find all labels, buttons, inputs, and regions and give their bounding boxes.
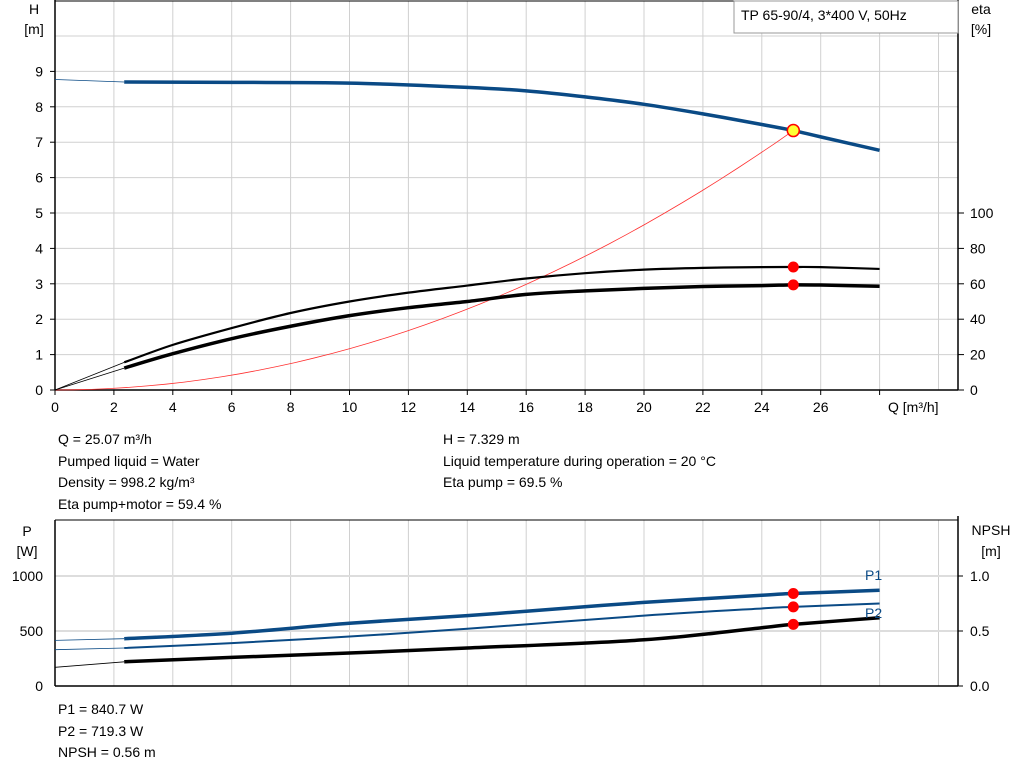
system-curve — [54, 130, 794, 391]
x-tick-label: 24 — [754, 399, 770, 415]
eta_pump_motor-extrapolated-line — [54, 367, 125, 391]
legend-box — [733, 0, 959, 34]
duty-point-p2 — [787, 601, 799, 613]
chart-title: TP 65-90/4, 3*400 V, 50Hz — [741, 7, 907, 23]
duty-point-h — [786, 123, 801, 138]
y-tick-label-right: 0 — [970, 382, 978, 398]
p2-series-label: P2 — [865, 605, 882, 621]
y-tick-label-right: 80 — [970, 240, 986, 256]
y-axis-unit-p: [W] — [17, 543, 38, 559]
x-tick-label: 4 — [169, 399, 177, 415]
H-extrapolated-line — [54, 79, 125, 83]
x-tick-label: 10 — [342, 399, 358, 415]
info-npsh: NPSH = 0.56 m — [58, 744, 156, 760]
p1-series-label: P1 — [865, 567, 882, 583]
x-axis-label: Q [m³/h] — [888, 399, 939, 415]
info-p2: P2 = 719.3 W — [58, 722, 144, 739]
x-tick-label: 0 — [51, 399, 59, 415]
y-tick-label-left: 500 — [20, 623, 44, 639]
y-tick-label-left: 2 — [35, 311, 43, 327]
y-tick-label-left: 8 — [35, 99, 43, 115]
y-axis-unit-npsh: [m] — [981, 543, 1000, 559]
y-tick-label-right: 60 — [970, 276, 986, 292]
duty-info-left: Q = 25.07 m³/h Pumped liquid = Water Den… — [58, 429, 221, 515]
y-tick-label-left: 1 — [35, 347, 43, 363]
y-tick-label-right: 20 — [970, 347, 986, 363]
x-tick-label: 12 — [401, 399, 417, 415]
x-tick-label: 20 — [636, 399, 652, 415]
P2-curve — [124, 602, 880, 650]
NPSH-curve — [124, 616, 880, 664]
info-temperature: Liquid temperature during operation = 20… — [443, 452, 716, 469]
eta_pump-curve — [123, 265, 880, 364]
y-axis-label-npsh: NPSH — [972, 522, 1011, 538]
x-tick-label: 6 — [228, 399, 236, 415]
y-tick-label-right: 1.0 — [970, 568, 990, 584]
duty-info-right: H = 7.329 m Liquid temperature during op… — [443, 429, 716, 494]
info-p1: P1 = 840.7 W — [58, 701, 144, 717]
info-eta-pump-motor: Eta pump+motor = 59.4 % — [58, 495, 222, 512]
eta_pump-extrapolated-line — [54, 362, 125, 391]
x-tick-label: 16 — [518, 399, 534, 415]
x-tick-label: 18 — [577, 399, 593, 415]
y-axis-label-p: P — [22, 523, 31, 539]
P1-curve — [124, 588, 880, 641]
duty-info-bottom: P1 = 840.7 W P2 = 719.3 W NPSH = 0.56 m — [58, 699, 156, 764]
y-tick-label-right: 0.0 — [970, 678, 990, 694]
x-tick-label: 8 — [287, 399, 295, 415]
duty-point-npsh — [787, 618, 799, 630]
duty-point-p1 — [787, 588, 799, 600]
y-tick-label-left: 5 — [35, 205, 43, 221]
info-density: Density = 998.2 kg/m³ — [58, 474, 195, 490]
P1-extrapolated-line — [54, 638, 125, 641]
info-eta-pump: Eta pump = 69.5 % — [443, 474, 563, 490]
y-tick-label-right: 0.5 — [970, 623, 990, 639]
y-axis-unit-eta: [%] — [971, 21, 991, 37]
duty-point-eta-pump — [787, 261, 799, 273]
info-h: H = 7.329 m — [443, 431, 520, 447]
y-axis-label-h: H — [29, 1, 39, 17]
x-tick-label: 22 — [695, 399, 711, 415]
H-curve — [124, 80, 880, 153]
info-q: Q = 25.07 m³/h — [58, 431, 152, 447]
y-tick-label-left: 6 — [35, 170, 43, 186]
y-tick-label-left: 1000 — [12, 568, 43, 584]
NPSH-extrapolated-line — [54, 661, 125, 668]
y-tick-label-left: 3 — [35, 276, 43, 292]
x-tick-label: 14 — [460, 399, 476, 415]
P2-extrapolated-line — [54, 647, 125, 651]
y-tick-label-left: 0 — [35, 678, 43, 694]
eta_pump_motor-curve — [123, 283, 880, 370]
y-tick-label-right: 40 — [970, 311, 986, 327]
y-axis-unit-h: [m] — [24, 21, 43, 37]
y-tick-label-left: 0 — [35, 382, 43, 398]
x-tick-label: 26 — [813, 399, 829, 415]
y-axis-label-eta: eta — [971, 1, 991, 17]
y-tick-label-left: 4 — [35, 240, 43, 256]
duty-point-eta-pump-motor — [787, 279, 799, 291]
y-tick-label-right: 100 — [970, 205, 994, 221]
y-tick-label-left: 7 — [35, 134, 43, 150]
x-tick-label: 2 — [110, 399, 118, 415]
info-liquid: Pumped liquid = Water — [58, 452, 200, 469]
y-tick-label-left: 9 — [35, 63, 43, 79]
